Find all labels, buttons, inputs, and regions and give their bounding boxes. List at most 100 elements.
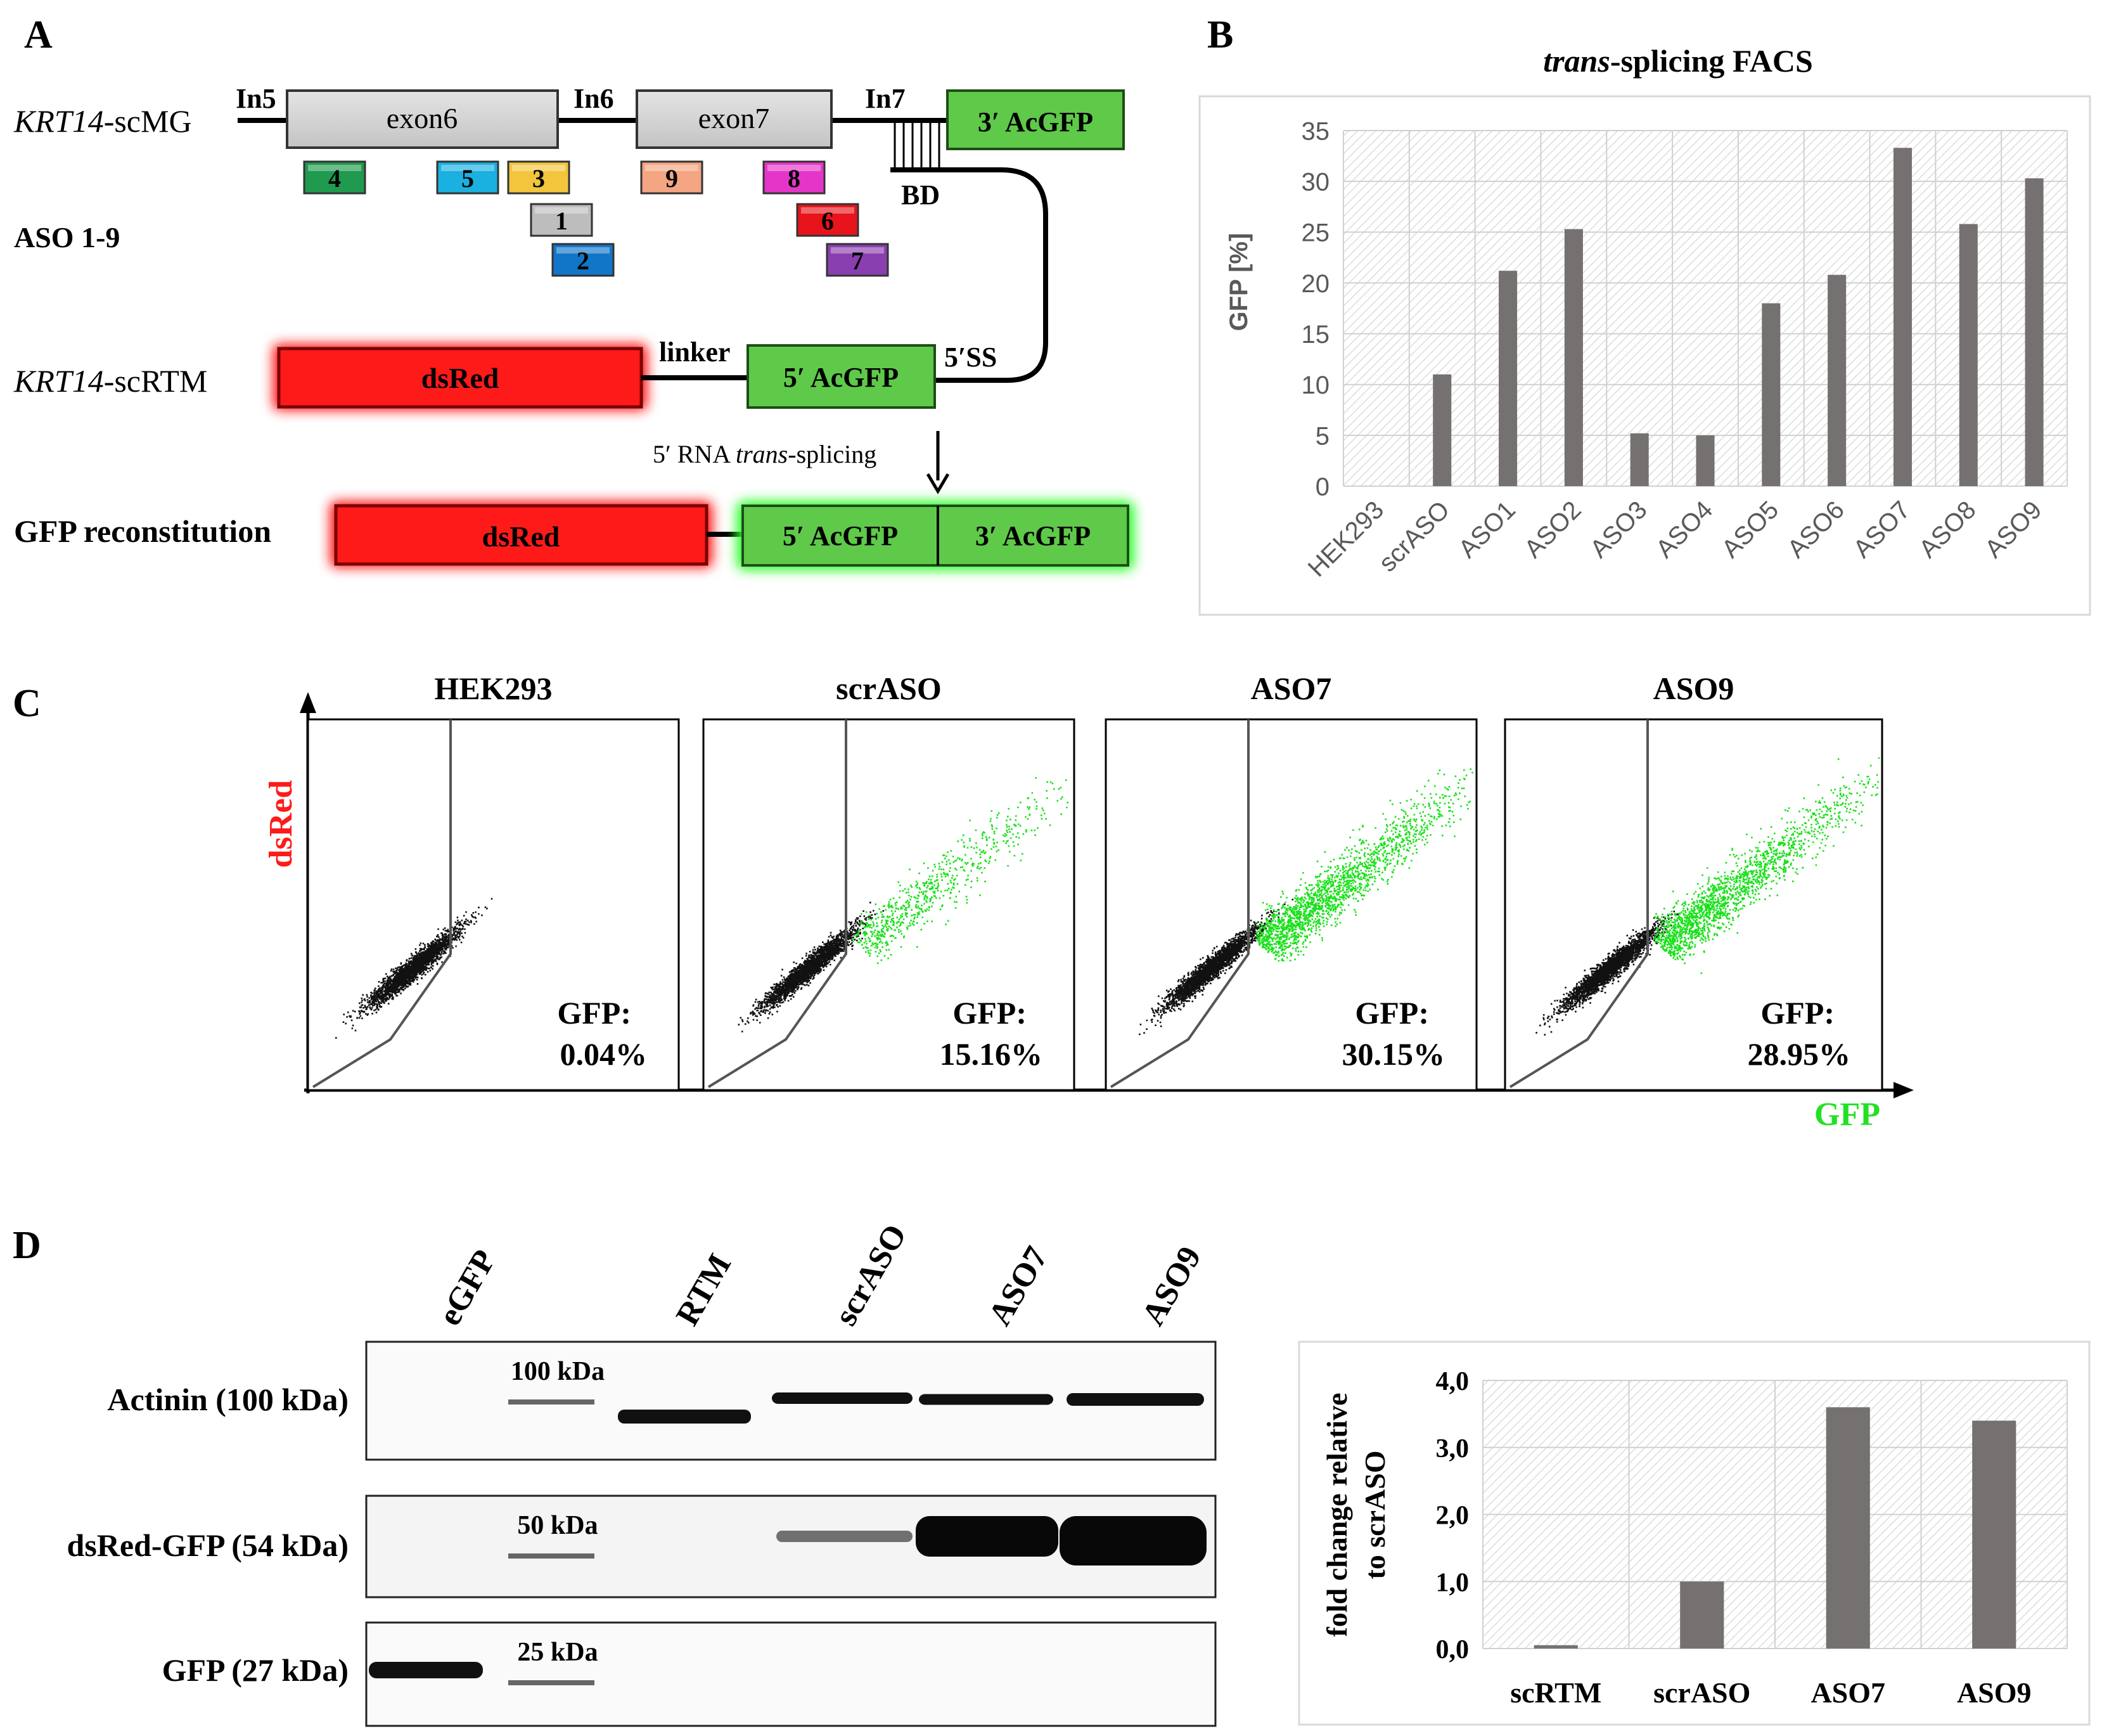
facs-gfp-label: GFP: <box>1355 995 1429 1031</box>
intron5-label: In5 <box>236 83 276 114</box>
band-actinin <box>772 1392 913 1404</box>
facs-plot-scrASO: scrASO GFP: 15.16% <box>702 671 1075 1091</box>
lane-labels: eGFP RTM scrASO ASO7 ASO9 <box>432 1218 1208 1332</box>
blot-row-label: dsRed-GFP (54 kDa) <box>67 1527 349 1563</box>
acgfp3-box <box>946 89 1125 150</box>
aso-box-9: 9 <box>640 160 703 195</box>
aso-box-8: 8 <box>762 160 826 195</box>
x-category-label: scRTM <box>1510 1676 1601 1709</box>
y-tick-label: 10 <box>1302 371 1330 399</box>
rtm-connector <box>890 167 1048 383</box>
chart-d-y-label-line2: to scrASO <box>1359 1450 1391 1579</box>
facs-population-negative <box>335 897 493 1039</box>
panel-d: D eGFP RTM scrASO ASO7 ASO9 Actinin (100 kDa… <box>13 1218 2091 1727</box>
facs-plot-title: ASO9 <box>1653 671 1734 706</box>
facs-gfp-value: 30.15% <box>1342 1036 1445 1072</box>
facs-gfp-label: GFP: <box>1760 995 1835 1031</box>
recon-dsred-label: dsRed <box>482 520 560 553</box>
y-tick-label: 0 <box>1316 473 1330 501</box>
aso-box-shine <box>308 165 361 171</box>
lane-label-eGFP: eGFP <box>432 1244 503 1332</box>
facs-y-label: dsRed <box>263 780 299 868</box>
aso-box-number: 3 <box>532 164 545 193</box>
aso-box-fill <box>507 160 570 195</box>
aso-box-number: 4 <box>328 164 341 193</box>
lane-label-RTM: RTM <box>669 1248 738 1332</box>
lane-label-scrASO: scrASO <box>828 1218 914 1332</box>
aso-box-number: 7 <box>851 247 864 275</box>
linker-label: linker <box>659 337 730 368</box>
facs-population-negative <box>738 901 885 1032</box>
band-actinin <box>919 1394 1053 1405</box>
facs-y-arrow <box>300 692 316 713</box>
aso-box-1: 1 <box>530 203 593 237</box>
band-dsred-gfp-aso7 <box>916 1516 1058 1557</box>
aso-row-label: ASO 1-9 <box>14 221 120 254</box>
blot-row-2: dsRed-GFP (54 kDa) 50 kDa <box>67 1495 1217 1598</box>
aso-box-fill <box>530 203 593 237</box>
bar-ASO5 <box>1762 303 1781 486</box>
facs-plot-frame <box>1105 718 1478 1091</box>
size-marker-label: 25 kDa <box>517 1638 598 1667</box>
y-tick-label: 2,0 <box>1436 1501 1470 1531</box>
aso-box-shine <box>556 247 610 254</box>
aso-box-fill <box>640 160 703 195</box>
aso-box-fill <box>796 203 859 237</box>
facs-gate <box>1110 719 1250 1088</box>
aso-box-number: 9 <box>665 164 678 193</box>
bar-ASO4 <box>1696 435 1715 486</box>
chart-b-y-label: GFP [%] <box>1225 233 1253 331</box>
bar-ASO7 <box>1826 1407 1870 1649</box>
facs-population-gfp-positive <box>852 777 1069 965</box>
construct2-label: KRT14-scRTM <box>13 363 207 399</box>
intron7-label: In7 <box>865 83 906 114</box>
aso-box-fill <box>303 160 366 195</box>
facs-plot-HEK293: HEK293 GFP: 0.04% <box>307 671 680 1091</box>
bar-ASO1 <box>1499 271 1518 486</box>
aso-box-fill <box>436 160 499 195</box>
y-tick-label: 4,0 <box>1436 1367 1470 1396</box>
bar-ASO6 <box>1828 274 1847 486</box>
aso-box-fill <box>826 243 889 277</box>
y-tick-label: 0,0 <box>1436 1635 1470 1664</box>
band-dsred-gfp-aso9 <box>1060 1516 1207 1566</box>
aso-box-7: 7 <box>826 243 889 277</box>
facs-gfp-value: 28.95% <box>1748 1036 1851 1072</box>
intron6-label: In6 <box>574 83 614 114</box>
aso-box-5: 5 <box>436 160 499 195</box>
facs-population-gfp-positive <box>1255 768 1473 962</box>
facs-population-negative <box>1535 910 1679 1036</box>
aso-box-2: 2 <box>551 243 615 277</box>
facs-plot-title: scrASO <box>836 671 942 706</box>
panel-a-letter: A <box>24 13 53 56</box>
facs-population-negative <box>1139 899 1293 1036</box>
bar-scrASO <box>1680 1581 1724 1649</box>
splice-site-label: 5′SS <box>944 342 997 373</box>
x-category-label: scrASO <box>1653 1676 1750 1709</box>
panel-b-letter: B <box>1207 13 1233 56</box>
facs-gate <box>312 719 452 1088</box>
aso-box-shine <box>645 165 698 171</box>
y-tick-label: 20 <box>1302 270 1330 298</box>
bar-ASO9 <box>1972 1420 2016 1649</box>
acgfp5-box <box>747 344 936 409</box>
aso-box-number: 1 <box>555 207 568 235</box>
aso-box-shine <box>767 165 821 171</box>
panel-d-letter: D <box>13 1224 41 1267</box>
y-tick-label: 15 <box>1302 321 1330 349</box>
facs-plot-title: HEK293 <box>434 671 552 706</box>
facs-gfp-label: GFP: <box>557 995 631 1031</box>
facs-x-arrow <box>1894 1082 1914 1098</box>
acgfp5-label: 5′ AcGFP <box>783 362 899 393</box>
size-marker-label: 100 kDa <box>511 1357 605 1386</box>
facs-plot-ASO7: ASO7 GFP: 30.15% <box>1105 671 1478 1091</box>
western-blots: Actinin (100 kDa) 100 kDa dsRed-GFP (54 kD… <box>67 1341 1217 1727</box>
lane-label-ASO7: ASO7 <box>982 1240 1055 1332</box>
construct1-label: KRT14-scMG <box>13 103 192 139</box>
aso-box-shine <box>831 247 884 254</box>
aso-boxes: 4 5 3 9 8 1 6 2 7 <box>303 160 889 277</box>
facs-gate <box>707 719 847 1088</box>
facs-gfp-value: 0.04% <box>560 1036 648 1072</box>
recon-acgfp5-label: 5′ AcGFP <box>783 520 898 551</box>
